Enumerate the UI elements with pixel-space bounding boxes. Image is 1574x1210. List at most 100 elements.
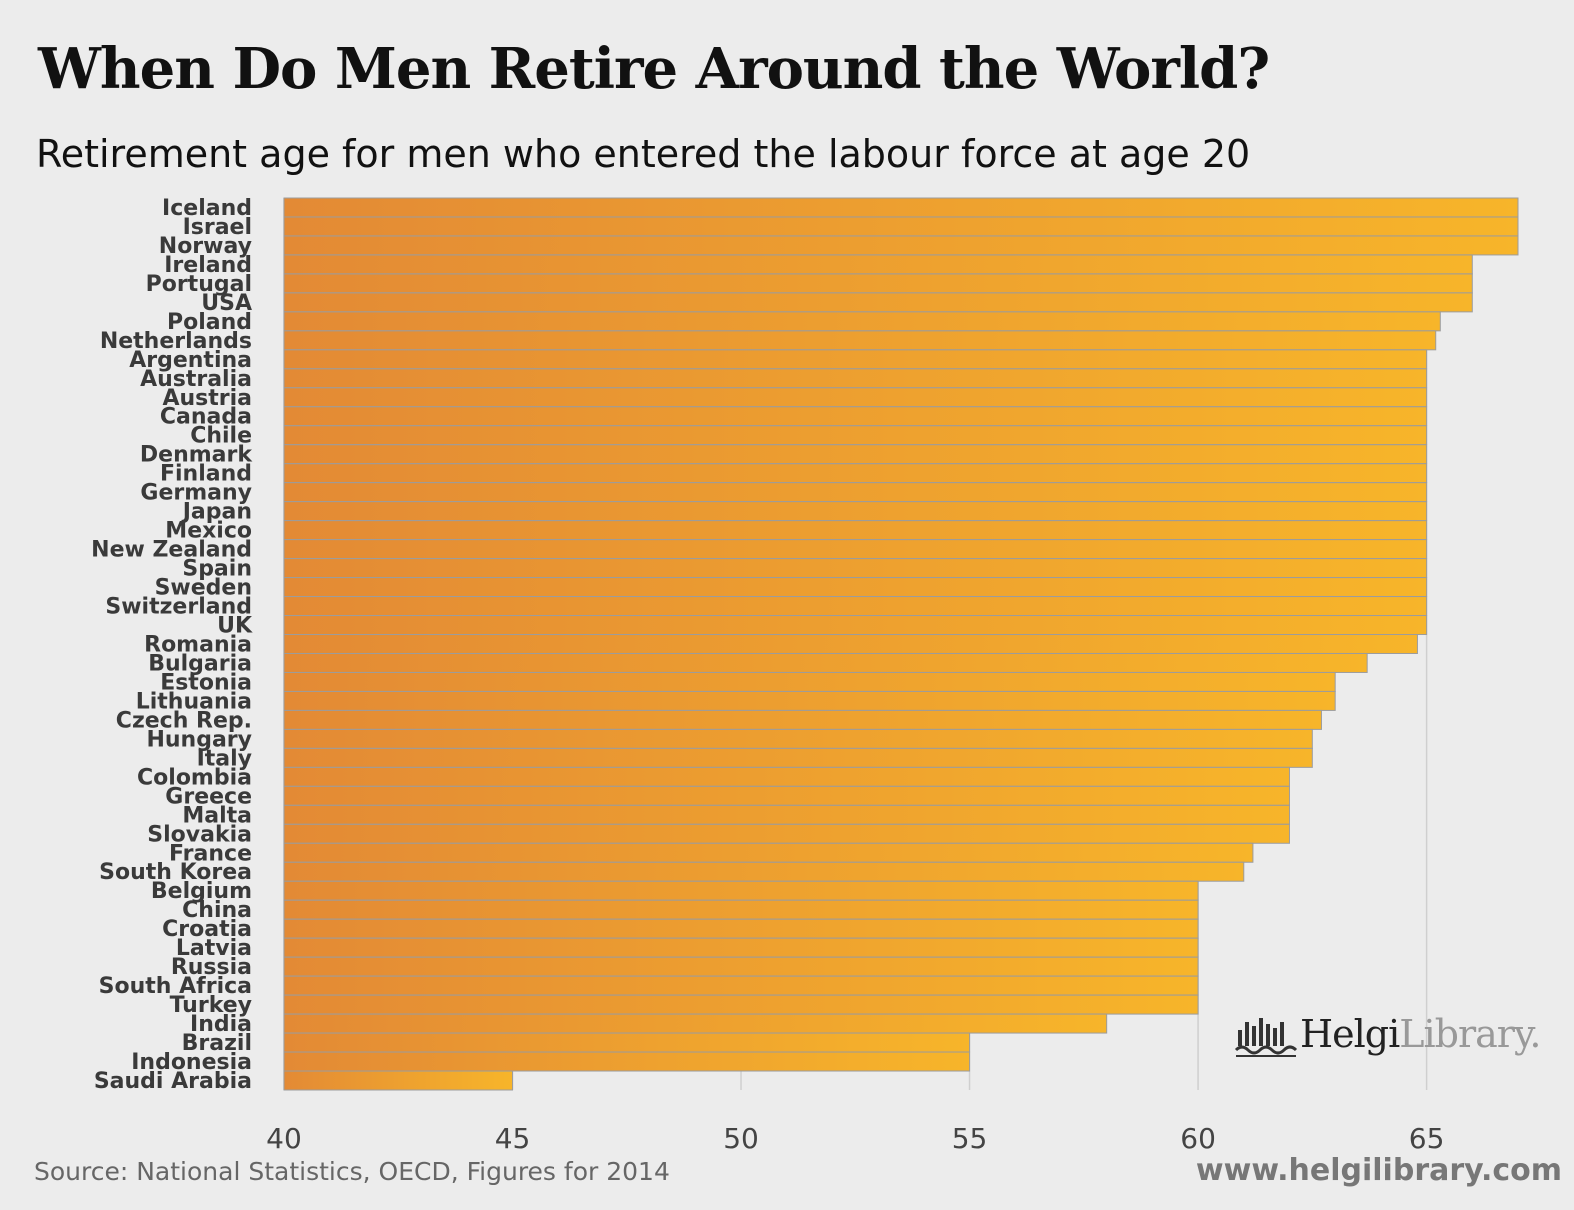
bar-czech-rep- (283, 709, 1322, 730)
category-label: Finland (160, 462, 252, 487)
category-label: Spain (182, 557, 252, 582)
bar-switzerland (283, 596, 1428, 617)
bar-colombia (283, 766, 1290, 787)
category-label: India (190, 1012, 252, 1037)
category-labels: IcelandIsraelNorwayIrelandPortugalUSAPol… (91, 196, 253, 1094)
bar-poland (283, 311, 1441, 332)
category-label: Colombia (137, 765, 252, 790)
bar-italy (283, 747, 1313, 768)
category-label: Poland (167, 310, 252, 335)
bar-germany (283, 482, 1428, 503)
bar-brazil (283, 1032, 971, 1053)
bar-canada (283, 406, 1428, 427)
category-label: Italy (197, 746, 252, 771)
bar-belgium (283, 880, 1199, 901)
source-note: Source: National Statistics, OECD, Figur… (34, 1157, 670, 1186)
category-label: UK (217, 614, 253, 639)
bar-indonesia (283, 1051, 971, 1072)
bar-uk (283, 615, 1428, 636)
x-tick-label: 50 (723, 1122, 759, 1155)
bar-iceland (283, 197, 1519, 218)
chart-subtitle: Retirement age for men who entered the l… (36, 132, 1251, 176)
category-label: Lithuania (136, 689, 252, 714)
bar-russia (283, 956, 1199, 977)
bar-mexico (283, 520, 1428, 541)
logo-wordmark: HelgiLibrary. (1300, 1012, 1541, 1056)
library-building-icon (1234, 1018, 1298, 1057)
category-label: France (169, 841, 252, 866)
x-tick-label: 45 (495, 1122, 531, 1155)
category-label: Greece (165, 784, 252, 809)
bar-france (283, 842, 1254, 863)
bar-romania (283, 634, 1418, 654)
x-tick-label: 60 (1180, 1122, 1216, 1155)
bar-slovakia (283, 823, 1290, 844)
bar-argentina (283, 349, 1428, 370)
category-label: Argentina (129, 348, 252, 373)
category-label: Belgium (151, 879, 252, 904)
category-label: China (182, 898, 252, 923)
bar-chile (283, 425, 1428, 446)
category-label: Netherlands (100, 329, 252, 354)
bar-latvia (283, 937, 1199, 958)
category-label: Portugal (146, 272, 252, 297)
category-label: Turkey (170, 993, 252, 1018)
category-label: Bulgaria (148, 651, 252, 676)
bars (283, 197, 1519, 1091)
category-label: Australia (140, 367, 252, 392)
chart-title: When Do Men Retire Around the World? (38, 36, 1270, 102)
bar-greece (283, 785, 1290, 806)
bar-spain (283, 558, 1428, 579)
website-link[interactable]: www.helgilibrary.com (1195, 1153, 1562, 1188)
category-label: Japan (181, 500, 252, 525)
category-label: Croatia (162, 917, 252, 942)
bar-netherlands (283, 330, 1437, 351)
category-label: Romania (144, 632, 252, 657)
bar-turkey (283, 994, 1199, 1015)
category-label: Czech Rep. (116, 708, 252, 733)
bar-south-korea (283, 861, 1245, 882)
category-label: Ireland (164, 253, 252, 278)
category-label: Sweden (155, 576, 252, 601)
category-label: South Korea (99, 860, 252, 885)
bar-new-zealand (283, 539, 1428, 560)
category-label: Hungary (146, 727, 252, 752)
bar-south-africa (283, 975, 1199, 996)
bar-lithuania (283, 690, 1336, 711)
bar-hungary (283, 728, 1313, 749)
category-label: New Zealand (91, 538, 252, 563)
category-label: Germany (140, 481, 252, 506)
bar-sweden (283, 577, 1428, 598)
category-label: Malta (182, 803, 252, 828)
category-label: Estonia (160, 670, 252, 695)
bar-bulgaria (283, 652, 1368, 673)
category-label: Chile (190, 424, 252, 449)
category-label: Brazil (182, 1031, 252, 1056)
category-label: Latvia (176, 936, 252, 961)
category-label: Indonesia (131, 1050, 252, 1075)
bar-portugal (283, 273, 1473, 294)
helgi-library-logo: HelgiLibrary. (1234, 1008, 1541, 1064)
category-label: Canada (160, 405, 252, 430)
bar-norway (283, 235, 1519, 256)
bar-australia (283, 368, 1428, 389)
logo-word-library: Library. (1399, 1012, 1541, 1056)
bar-estonia (283, 671, 1336, 692)
bar-china (283, 899, 1199, 920)
bar-finland (283, 463, 1428, 484)
category-label: Slovakia (147, 822, 252, 847)
x-tick-label: 40 (266, 1122, 302, 1155)
x-tick-label: 55 (952, 1122, 988, 1155)
bar-croatia (283, 918, 1199, 939)
category-label: South Africa (99, 974, 252, 999)
bar-usa (283, 292, 1473, 313)
x-tick-labels: 40 45 50 55 60 65 (266, 1122, 1444, 1155)
category-label: Denmark (140, 443, 253, 468)
bar-malta (283, 804, 1290, 825)
category-label: Iceland (162, 196, 252, 221)
category-label: Austria (162, 386, 252, 411)
category-label: Mexico (165, 519, 252, 544)
category-label: Norway (159, 234, 252, 259)
category-label: Israel (183, 215, 252, 240)
